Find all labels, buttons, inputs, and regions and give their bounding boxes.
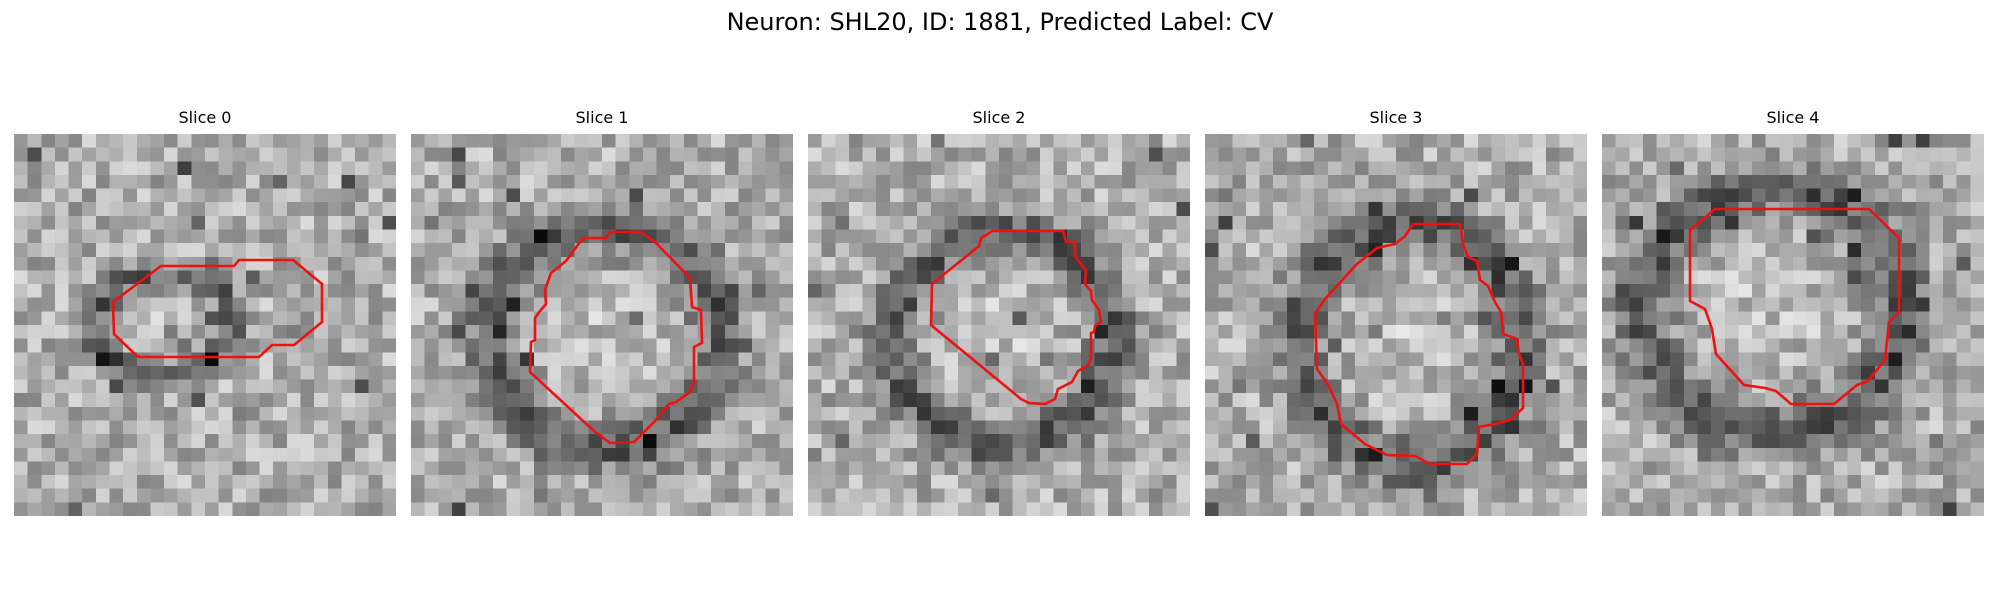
- slice-title: Slice 3: [1369, 108, 1423, 127]
- contour-outline: [111, 258, 324, 359]
- slice-title: Slice 1: [575, 108, 629, 127]
- contour-outline: [1688, 207, 1901, 406]
- slice-panel-2: Slice 2: [808, 108, 1190, 516]
- slice-image: [808, 134, 1190, 516]
- slice-title: Slice 0: [178, 108, 232, 127]
- pixel-grid: [14, 134, 396, 516]
- contour-outline: [528, 230, 704, 445]
- slice-title: Slice 2: [972, 108, 1026, 127]
- slice-image: [14, 134, 396, 516]
- slice-image: [1602, 134, 1984, 516]
- slice-panel-1: Slice 1: [411, 108, 793, 516]
- contour-outline: [1313, 222, 1525, 466]
- pixel-grid: [1205, 134, 1587, 516]
- slice-image: [411, 134, 793, 516]
- pixel-grid: [808, 134, 1190, 516]
- slice-panel-4: Slice 4: [1602, 108, 1984, 516]
- figure-title: Neuron: SHL20, ID: 1881, Predicted Label…: [726, 8, 1274, 36]
- pixel-grid: [1602, 134, 1984, 516]
- slice-title: Slice 4: [1766, 108, 1820, 127]
- contour-outline: [929, 229, 1103, 406]
- slice-image: [1205, 134, 1587, 516]
- slice-panel-3: Slice 3: [1205, 108, 1587, 516]
- pixel-grid: [411, 134, 793, 516]
- slice-panel-0: Slice 0: [14, 108, 396, 516]
